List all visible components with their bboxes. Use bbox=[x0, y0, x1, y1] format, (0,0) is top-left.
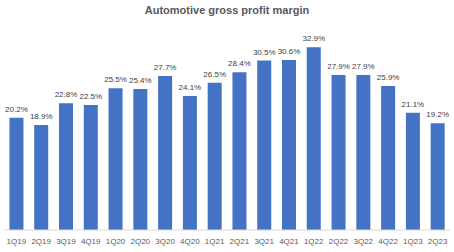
svg-text:27.9%: 27.9% bbox=[327, 62, 350, 71]
svg-text:4Q22: 4Q22 bbox=[378, 237, 398, 246]
svg-text:4Q19: 4Q19 bbox=[81, 237, 101, 246]
svg-text:1Q23: 1Q23 bbox=[403, 237, 423, 246]
svg-text:3Q21: 3Q21 bbox=[254, 237, 274, 246]
svg-text:3Q20: 3Q20 bbox=[155, 237, 175, 246]
svg-text:1Q19: 1Q19 bbox=[8, 237, 27, 246]
svg-text:25.9%: 25.9% bbox=[377, 73, 400, 82]
svg-text:2Q22: 2Q22 bbox=[329, 237, 349, 246]
svg-text:27.7%: 27.7% bbox=[154, 63, 177, 72]
svg-text:30.6%: 30.6% bbox=[278, 47, 301, 56]
svg-text:2Q19: 2Q19 bbox=[31, 237, 51, 246]
svg-text:22.8%: 22.8% bbox=[55, 90, 78, 99]
svg-text:28.4%: 28.4% bbox=[228, 59, 251, 68]
svg-text:25.4%: 25.4% bbox=[129, 76, 152, 85]
svg-text:27.9%: 27.9% bbox=[352, 62, 375, 71]
svg-text:32.9%: 32.9% bbox=[302, 34, 325, 43]
svg-text:30.5%: 30.5% bbox=[253, 48, 276, 57]
svg-text:18.9%: 18.9% bbox=[30, 112, 53, 121]
svg-text:4Q20: 4Q20 bbox=[180, 237, 200, 246]
html-text:Automotive gross profit margin: Automotive gross profit margin bbox=[144, 4, 310, 16]
svg-text:20.2%: 20.2% bbox=[8, 105, 28, 114]
svg-text:25.5%: 25.5% bbox=[104, 75, 127, 84]
svg-text:2Q23: 2Q23 bbox=[428, 237, 446, 246]
svg-text:1Q20: 1Q20 bbox=[106, 237, 126, 246]
svg-text:3Q22: 3Q22 bbox=[353, 237, 373, 246]
svg-text:2Q21: 2Q21 bbox=[230, 237, 250, 246]
svg-text:2Q20: 2Q20 bbox=[130, 237, 150, 246]
svg-text:4Q21: 4Q21 bbox=[279, 237, 299, 246]
svg-text:1Q22: 1Q22 bbox=[304, 237, 324, 246]
svg-text:1Q21: 1Q21 bbox=[205, 237, 225, 246]
svg-text:26.5%: 26.5% bbox=[203, 70, 226, 79]
svg-text:24.1%: 24.1% bbox=[179, 83, 202, 92]
svg-text:22.5%: 22.5% bbox=[79, 92, 102, 101]
svg-text:19.2%: 19.2% bbox=[426, 110, 446, 119]
svg-text:3Q19: 3Q19 bbox=[56, 237, 76, 246]
svg-text:21.1%: 21.1% bbox=[402, 100, 425, 109]
